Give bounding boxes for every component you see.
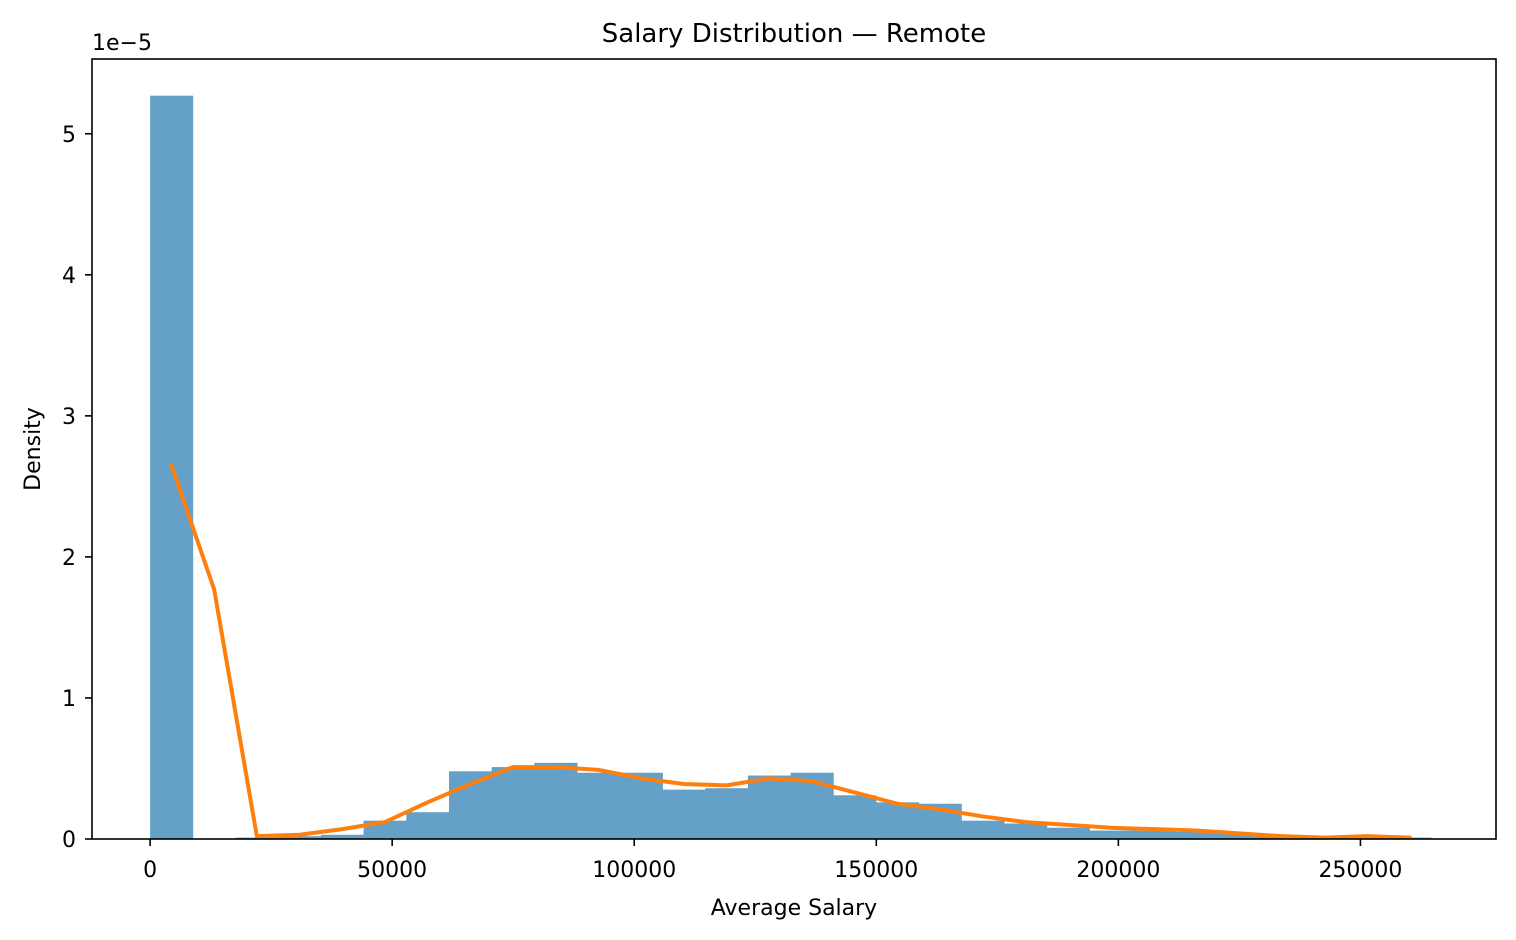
x-tick-label: 0 bbox=[143, 858, 157, 883]
x-axis-label: Average Salary bbox=[711, 896, 877, 921]
histogram-bar bbox=[278, 836, 322, 839]
histogram-bar bbox=[619, 772, 663, 839]
x-tick-label: 250000 bbox=[1318, 858, 1402, 883]
histogram-bar bbox=[1217, 833, 1261, 839]
histogram-bar bbox=[876, 802, 920, 839]
histogram-bar bbox=[491, 767, 535, 839]
histogram-bar bbox=[1089, 830, 1133, 839]
y-axis-label: Density bbox=[21, 407, 46, 491]
histogram-bar bbox=[705, 788, 749, 839]
histogram-bar bbox=[577, 772, 621, 839]
x-tick-label: 100000 bbox=[592, 858, 676, 883]
histogram-bar bbox=[534, 762, 578, 839]
y-tick-label: 0 bbox=[62, 828, 76, 853]
histogram-bar bbox=[449, 771, 493, 839]
x-axis-ticks: 0 50000 100000 150000 200000 250000 bbox=[143, 839, 1402, 883]
histogram-bar bbox=[833, 795, 877, 839]
x-tick-label: 50000 bbox=[357, 858, 427, 883]
chart-title: Salary Distribution — Remote bbox=[602, 19, 986, 49]
histogram-bar bbox=[1046, 827, 1090, 839]
histogram-bar bbox=[747, 775, 792, 839]
y-axis-offset-label: 1e−5 bbox=[92, 31, 152, 56]
y-tick-label: 5 bbox=[62, 123, 76, 148]
y-tick-label: 3 bbox=[62, 405, 76, 430]
histogram-bar bbox=[662, 789, 706, 839]
histogram-bar bbox=[1174, 831, 1219, 839]
line-layer bbox=[169, 463, 1412, 840]
bars-layer bbox=[150, 95, 1432, 840]
y-tick-label: 2 bbox=[62, 546, 76, 571]
x-tick-label: 200000 bbox=[1076, 858, 1160, 883]
x-tick-label: 150000 bbox=[834, 858, 918, 883]
y-tick-label: 4 bbox=[62, 264, 76, 289]
histogram-bar bbox=[320, 834, 364, 839]
histogram-bar bbox=[1132, 830, 1176, 839]
histogram-bar bbox=[1004, 823, 1048, 839]
plot-frame bbox=[91, 58, 1497, 840]
histogram-bar bbox=[406, 812, 450, 839]
density-line bbox=[169, 463, 1412, 840]
y-axis-ticks: 0 1 2 3 4 5 bbox=[62, 123, 92, 853]
y-tick-label: 1 bbox=[62, 687, 76, 712]
histogram-bar bbox=[961, 820, 1005, 839]
